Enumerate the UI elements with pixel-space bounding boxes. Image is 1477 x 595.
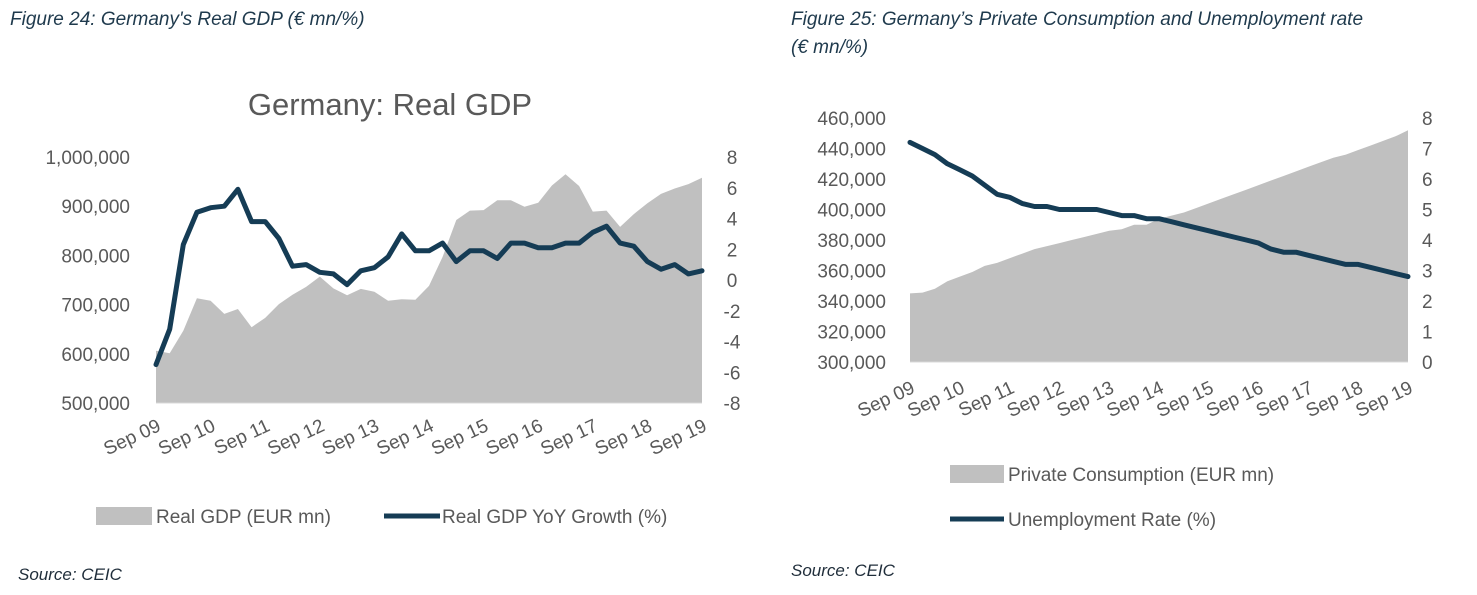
left-y-tick-label: 1,000,000 <box>45 148 130 169</box>
right-y-tick-label: 0 <box>727 271 738 292</box>
figure-24-caption: Figure 24: Germany's Real GDP (€ mn/%) <box>10 9 365 30</box>
line-series <box>907 139 1411 280</box>
real-gdp-chart: Germany: Real GDP 500,000 600,000 700,000 8… <box>45 87 741 528</box>
left-y-tick-label: 700,000 <box>61 296 130 317</box>
x-tick-label: Sep 09 <box>855 377 918 421</box>
area-series <box>156 174 702 403</box>
x-tick-label: Sep 12 <box>1004 377 1067 421</box>
plot-area <box>153 174 705 404</box>
left-y-tick-label: 340,000 <box>817 292 886 313</box>
right-y-tick-label: 4 <box>1422 231 1433 252</box>
left-y-tick-label: 400,000 <box>817 201 886 222</box>
right-y-tick-label: 8 <box>727 148 738 169</box>
right-y-tick-label: 0 <box>1422 353 1433 374</box>
figure-25-caption-line2: (€ mn/%) <box>791 37 869 58</box>
left-y-tick-label: 440,000 <box>817 140 886 161</box>
left-y-tick-label: 900,000 <box>61 197 130 218</box>
left-y-axis: 300,000 320,000 340,000 360,000 380,000 400,0… <box>817 109 886 374</box>
legend-swatch-area <box>96 507 152 525</box>
right-y-tick-label: 2 <box>1422 292 1433 313</box>
left-y-tick-label: 420,000 <box>817 170 886 191</box>
right-y-tick-label: 2 <box>727 240 738 261</box>
right-y-tick-label: 8 <box>1422 109 1433 130</box>
right-y-tick-label: 5 <box>1422 201 1433 222</box>
legend: Real GDP (EUR mn) Real GDP YoY Growth (%… <box>96 507 667 528</box>
x-tick-label: Sep 18 <box>1303 377 1366 421</box>
x-tick-label: Sep 19 <box>1353 377 1416 421</box>
left-y-tick-label: 800,000 <box>61 246 130 267</box>
figure-25-caption-line1: Figure 25: Germany’s Private Consumption… <box>791 9 1364 30</box>
plot-area <box>907 130 1411 363</box>
legend: Private Consumption (EUR mn) Unemploymen… <box>950 465 1274 531</box>
x-tick-label: Sep 14 <box>1104 377 1168 422</box>
legend-label-line: Real GDP YoY Growth (%) <box>442 507 667 528</box>
left-y-tick-label: 320,000 <box>817 323 886 344</box>
right-y-tick-label: 4 <box>727 210 738 231</box>
x-tick-label: Sep 13 <box>1054 377 1117 421</box>
consumption-unemployment-chart: 300,000 320,000 340,000 360,000 380,000 400,0… <box>817 109 1433 531</box>
left-y-tick-label: 500,000 <box>61 394 130 415</box>
right-y-tick-label: 6 <box>727 179 738 200</box>
right-y-axis: -8 -6 -4 -2 0 2 4 6 8 <box>724 148 741 415</box>
chart-title: Germany: Real GDP <box>248 87 532 122</box>
legend-swatch-area <box>950 465 1004 483</box>
x-tick-label: Sep 16 <box>1203 377 1266 421</box>
right-y-tick-label: -8 <box>724 394 741 415</box>
right-y-tick-label: 7 <box>1422 140 1433 161</box>
right-y-tick-label: -6 <box>724 363 741 384</box>
left-y-tick-label: 380,000 <box>817 231 886 252</box>
right-y-tick-label: 1 <box>1422 323 1433 344</box>
left-y-tick-label: 600,000 <box>61 345 130 366</box>
line-series <box>153 186 705 368</box>
legend-label-area: Private Consumption (EUR mn) <box>1008 465 1274 486</box>
x-tick-label: Sep 11 <box>956 377 1018 421</box>
right-y-tick-label: 3 <box>1422 262 1433 283</box>
area-series <box>910 130 1408 362</box>
right-y-axis: 0 1 2 3 4 5 6 7 8 <box>1422 109 1433 374</box>
source-note-right: Source: CEIC <box>791 561 895 580</box>
x-tick-label: Sep 15 <box>1153 377 1216 421</box>
right-y-tick-label: -2 <box>724 302 741 323</box>
source-note-left: Source: CEIC <box>18 565 122 584</box>
right-y-tick-label: -4 <box>724 333 741 354</box>
legend-label-area: Real GDP (EUR mn) <box>156 507 331 528</box>
x-tick-label: Sep 17 <box>1253 377 1316 421</box>
left-y-tick-label: 300,000 <box>817 353 886 374</box>
left-y-tick-label: 360,000 <box>817 262 886 283</box>
x-tick-label: Sep 10 <box>904 377 967 421</box>
left-y-axis: 500,000 600,000 700,000 800,000 900,000 1,000… <box>45 148 130 415</box>
right-y-tick-label: 6 <box>1422 170 1433 191</box>
legend-label-line: Unemployment Rate (%) <box>1008 510 1216 531</box>
left-y-tick-label: 460,000 <box>817 109 886 130</box>
